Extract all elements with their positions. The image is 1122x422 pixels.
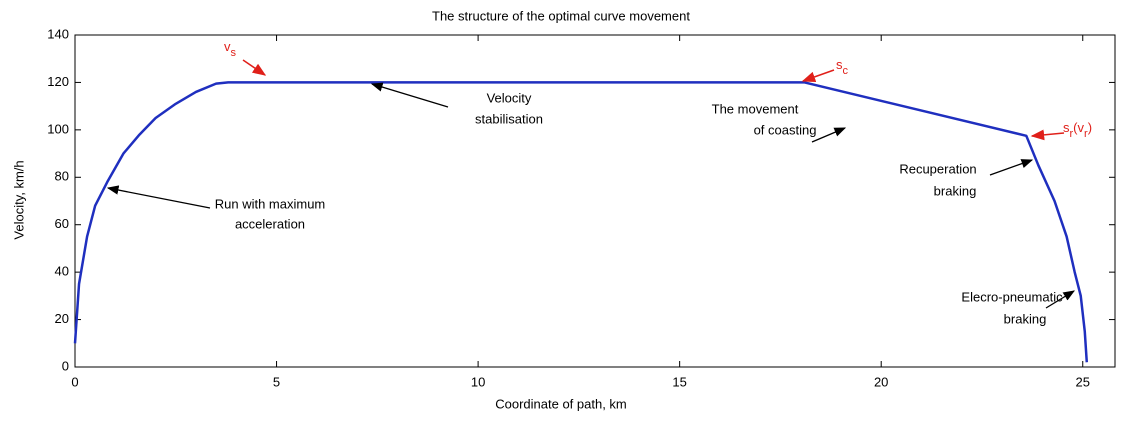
- annotation-text: braking: [934, 183, 977, 198]
- y-axis-label: Velocity, km/h: [11, 160, 26, 239]
- data-line: [73, 81, 1089, 363]
- marker-subscript: s: [231, 47, 237, 59]
- annotation-text: braking: [1004, 311, 1047, 326]
- marker-arrow: [801, 69, 835, 83]
- marker-label: sc: [836, 57, 849, 76]
- y-tick-label: 120: [47, 74, 69, 89]
- marker-arrow: [242, 59, 267, 76]
- marker-text: (v: [1073, 120, 1084, 135]
- plot-area: [74, 34, 1116, 368]
- marker-label: vs: [224, 39, 237, 58]
- annotation-text: acceleration: [235, 216, 305, 231]
- annotation-text: Run with maximum: [215, 196, 326, 211]
- marker-label: sr(vr): [1063, 120, 1092, 139]
- x-tick-label: 25: [1076, 374, 1090, 389]
- y-tick-label: 20: [55, 311, 69, 326]
- annotation-arrow: [989, 159, 1034, 176]
- y-tick-label: 80: [55, 169, 69, 184]
- x-tick-label: 5: [273, 374, 280, 389]
- annotation-text: of coasting: [754, 122, 817, 137]
- x-axis-label: Coordinate of path, km: [495, 396, 627, 411]
- y-tick-label: 140: [47, 26, 69, 41]
- annotation-text: The movement: [712, 101, 799, 116]
- x-tick-label: 15: [672, 374, 686, 389]
- marker-text: s: [1063, 120, 1070, 135]
- marker-subscript: r: [1070, 128, 1074, 140]
- annotation-text: Velocity: [487, 90, 532, 105]
- marker-arrow: [1030, 129, 1065, 141]
- annotation-text: stabilisation: [475, 111, 543, 126]
- marker-subscript: c: [843, 65, 849, 77]
- marker-text: ): [1088, 120, 1092, 135]
- x-tick-label: 10: [471, 374, 485, 389]
- marker-text: s: [836, 57, 843, 72]
- annotation-arrow: [106, 185, 211, 209]
- annotation-arrow: [370, 82, 449, 108]
- annotation-arrow: [811, 127, 847, 143]
- marker-subscript: r: [1084, 128, 1088, 140]
- y-tick-label: 0: [62, 358, 69, 373]
- y-tick-label: 100: [47, 121, 69, 136]
- x-tick-label: 0: [71, 374, 78, 389]
- annotation-text: Recuperation: [899, 161, 976, 176]
- annotation-text: Elecro-pneumatic: [961, 289, 1063, 304]
- marker-text: v: [224, 39, 231, 54]
- x-tick-label: 20: [874, 374, 888, 389]
- y-tick-label: 40: [55, 264, 69, 279]
- chart-title: The structure of the optimal curve movem…: [432, 8, 690, 23]
- annotation-arrow: [1045, 290, 1076, 309]
- y-tick-label: 60: [55, 216, 69, 231]
